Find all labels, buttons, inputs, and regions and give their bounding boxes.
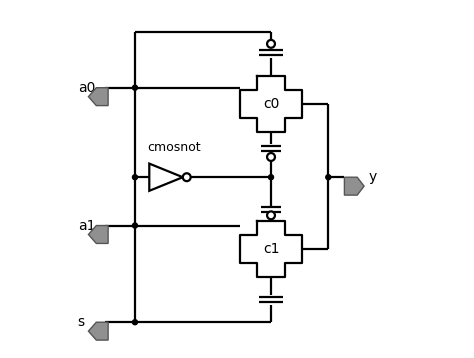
Circle shape [132, 175, 137, 180]
Text: c1: c1 [263, 242, 279, 256]
Text: c0: c0 [263, 97, 279, 111]
Circle shape [267, 40, 275, 48]
Circle shape [132, 223, 137, 228]
Polygon shape [89, 88, 108, 106]
Text: cmosnot: cmosnot [147, 141, 201, 154]
Text: a0: a0 [78, 81, 95, 95]
Text: a1: a1 [78, 218, 95, 233]
Circle shape [132, 320, 137, 325]
Circle shape [267, 211, 275, 219]
Circle shape [268, 175, 273, 180]
Circle shape [326, 175, 331, 180]
Polygon shape [240, 221, 302, 277]
Polygon shape [240, 76, 302, 132]
Circle shape [267, 153, 275, 161]
Circle shape [132, 85, 137, 90]
Polygon shape [89, 226, 108, 243]
Text: y: y [369, 170, 377, 184]
Text: s: s [78, 315, 85, 329]
Polygon shape [89, 322, 108, 340]
Circle shape [183, 173, 191, 181]
Polygon shape [149, 164, 183, 191]
Polygon shape [345, 177, 364, 195]
